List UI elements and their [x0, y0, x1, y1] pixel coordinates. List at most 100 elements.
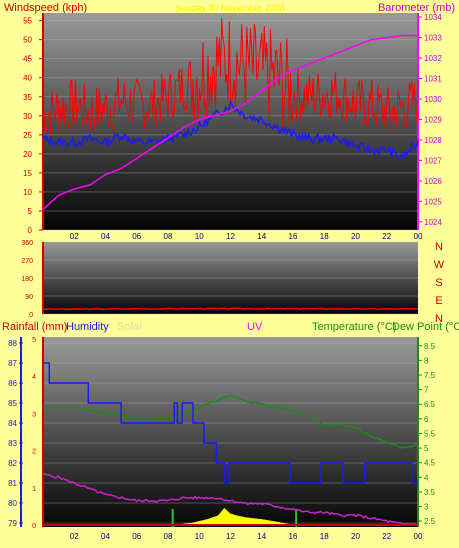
- wind-x-tick-label: 02: [70, 232, 79, 241]
- barometer-y-tick-label: 1034: [424, 13, 442, 22]
- temp-y-tick-label: 4: [424, 473, 429, 482]
- direction-y-tick-label: 90: [25, 294, 33, 301]
- solar-area: [175, 507, 294, 526]
- rain-humidity-panel-series: [42, 362, 419, 527]
- humidity-y-tick-label: 79: [8, 519, 17, 528]
- barometer-y-tick-label: 1030: [424, 95, 442, 104]
- wind-average-line: [42, 99, 419, 162]
- barometer-y-tick-label: 1031: [424, 75, 442, 84]
- wind-panel-axes: [39, 13, 422, 231]
- rain-x-tick-label: 20: [351, 532, 360, 541]
- temperature-line: [42, 394, 419, 449]
- wind-y-tick-label: 15: [23, 169, 32, 178]
- wind-y-tick-label: 20: [23, 150, 32, 159]
- compass-label: S: [435, 277, 442, 289]
- wind-y-tick-label: 30: [23, 112, 32, 121]
- barometer-y-tick-label: 1032: [424, 54, 442, 63]
- rain-x-tick-label: 08: [164, 532, 173, 541]
- humidity-y-tick-label: 85: [8, 399, 17, 408]
- direction-panel-series: [42, 307, 419, 311]
- rain-humidity-panel-background: [43, 337, 418, 527]
- wind-panel-series: [42, 18, 419, 211]
- compass-label: N: [435, 313, 443, 325]
- temp-y-tick-label: 6: [424, 415, 429, 424]
- temp-y-tick-label: 6.5: [424, 400, 436, 409]
- compass-label: N: [435, 241, 443, 253]
- humidity-y-tick-label: 88: [8, 339, 17, 348]
- wind-y-tick-label: 25: [23, 131, 32, 140]
- rain-x-tick-label: 04: [101, 532, 110, 541]
- wind-x-tick-label: 22: [382, 232, 391, 241]
- direction-y-tick-label: 270: [21, 258, 33, 265]
- barometer-y-tick-label: 1033: [424, 34, 442, 43]
- temperature-axis-label: Temperature (°C): [312, 321, 396, 333]
- rain-x-tick-label: 18: [320, 532, 329, 541]
- barometer-y-tick-label: 1024: [424, 218, 442, 227]
- wind-y-tick-label: 0: [28, 226, 33, 235]
- compass-label: W: [434, 259, 445, 271]
- rain-x-tick-label: 02: [70, 532, 79, 541]
- humidity-line: [43, 362, 418, 484]
- temp-y-tick-label: 7: [424, 386, 429, 395]
- temp-y-tick-label: 2.5: [424, 517, 436, 526]
- humidity-y-tick-label: 83: [8, 439, 17, 448]
- temp-y-tick-label: 5: [424, 444, 429, 453]
- wind-y-tick-label: 40: [23, 74, 32, 83]
- rain-x-tick-label: 22: [382, 532, 391, 541]
- barometer-y-tick-label: 1029: [424, 115, 442, 124]
- barometer-y-tick-label: 1025: [424, 197, 442, 206]
- uv-axis-label: UV: [247, 321, 263, 333]
- humidity-y-tick-label: 86: [8, 379, 17, 388]
- wind-x-tick-label: 10: [195, 232, 204, 241]
- wind-panel-background: [43, 13, 418, 230]
- rain-humidity-panel-tick-labels: 798081828384858687880123452.533.544.555.…: [8, 337, 436, 541]
- temp-y-tick-label: 7.5: [424, 371, 436, 380]
- wind-x-tick-label: 04: [101, 232, 110, 241]
- wind-y-tick-label: 35: [23, 93, 32, 102]
- temp-y-tick-label: 8: [424, 356, 429, 365]
- wind-x-tick-label: 06: [132, 232, 141, 241]
- wind-gust-line: [42, 18, 419, 136]
- wind-x-tick-label: 08: [164, 232, 173, 241]
- temp-y-tick-label: 3.5: [424, 488, 436, 497]
- wind-y-tick-label: 50: [23, 36, 32, 45]
- rain-y-tick-label: 4: [32, 374, 36, 381]
- date-title: Sunday 30 November 2008: [175, 3, 285, 13]
- direction-y-tick-label: 0: [29, 312, 33, 319]
- rain-y-tick-label: 0: [32, 523, 36, 530]
- wind-y-tick-label: 55: [23, 17, 32, 26]
- wind-x-tick-label: 18: [320, 232, 329, 241]
- wind-panel-tick-labels: 0 5 10 15 20 25 30 35 40 45 50 55 1024 1025 1026 1027 10…: [23, 13, 442, 241]
- rain-humidity-panel-axes: [19, 337, 422, 527]
- barometer-line: [42, 34, 418, 211]
- humidity-y-tick-label: 87: [8, 359, 17, 368]
- rain-y-tick-label: 5: [32, 337, 36, 344]
- wind-x-tick-label: 00: [414, 232, 423, 241]
- barometer-y-tick-label: 1026: [424, 177, 442, 186]
- wind-direction-line: [42, 307, 419, 311]
- humidity-y-tick-label: 81: [8, 479, 17, 488]
- humidity-y-tick-label: 82: [8, 459, 17, 468]
- wind-x-tick-label: 16: [289, 232, 298, 241]
- rain-x-tick-label: 00: [414, 532, 423, 541]
- rain-x-tick-label: 06: [132, 532, 141, 541]
- humidity-y-tick-label: 84: [8, 419, 17, 428]
- dewpoint-line: [42, 472, 419, 526]
- windspeed-axis-label: Windspeed (kph): [4, 2, 87, 14]
- wind-y-tick-label: 10: [23, 188, 32, 197]
- humidity-axis-label: Humidity: [66, 321, 109, 333]
- rain-y-tick-label: 3: [32, 411, 36, 418]
- barometer-y-tick-label: 1028: [424, 136, 442, 145]
- wind-y-tick-label: 5: [28, 207, 33, 216]
- direction-panel-background: [43, 242, 418, 314]
- rainfall-axis-label: Rainfall (mm): [2, 321, 67, 333]
- temp-y-tick-label: 8.5: [424, 342, 436, 351]
- direction-y-tick-label: 360: [21, 240, 33, 247]
- wind-x-tick-label: 14: [257, 232, 266, 241]
- rain-x-tick-label: 16: [289, 532, 298, 541]
- rain-x-tick-label: 12: [226, 532, 235, 541]
- wind-y-tick-label: 45: [23, 55, 32, 64]
